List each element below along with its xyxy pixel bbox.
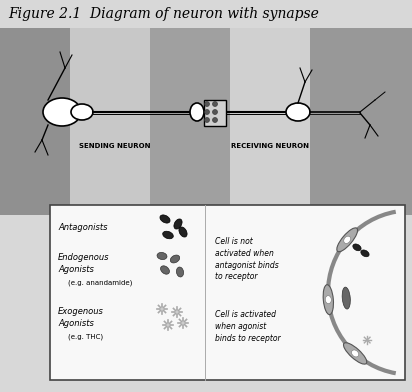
Text: Agonists: Agonists (58, 265, 94, 274)
Ellipse shape (337, 228, 358, 252)
Ellipse shape (163, 231, 173, 239)
Ellipse shape (353, 244, 361, 251)
Ellipse shape (351, 350, 359, 357)
Circle shape (166, 323, 170, 327)
Ellipse shape (286, 103, 310, 121)
Ellipse shape (361, 250, 369, 257)
Circle shape (175, 310, 179, 314)
Bar (230, 28, 310, 215)
Text: Agonists: Agonists (58, 319, 94, 328)
Bar (0, 28, 70, 215)
Ellipse shape (174, 219, 182, 229)
Text: Figure 2.1  Diagram of neuron with synapse: Figure 2.1 Diagram of neuron with synaps… (8, 7, 319, 21)
Ellipse shape (157, 252, 167, 260)
Circle shape (204, 118, 209, 123)
Bar (150, 28, 230, 215)
Ellipse shape (190, 103, 204, 121)
Ellipse shape (160, 215, 170, 223)
Circle shape (204, 102, 209, 107)
Ellipse shape (170, 255, 180, 263)
Text: RECEIVING NEURON: RECEIVING NEURON (231, 143, 309, 149)
Bar (310, 28, 412, 215)
Ellipse shape (344, 343, 367, 364)
Ellipse shape (325, 296, 331, 304)
Circle shape (181, 321, 185, 325)
Ellipse shape (43, 98, 81, 126)
Circle shape (213, 118, 218, 123)
Text: (e.g. anandamide): (e.g. anandamide) (68, 280, 132, 287)
Text: SENDING NEURON: SENDING NEURON (79, 143, 151, 149)
Text: Cell is activated
when agonist
binds to receptor: Cell is activated when agonist binds to … (215, 310, 281, 343)
Ellipse shape (71, 104, 93, 120)
Ellipse shape (176, 267, 184, 277)
Ellipse shape (161, 266, 169, 274)
Circle shape (213, 102, 218, 107)
Text: Exogenous: Exogenous (58, 307, 104, 316)
Ellipse shape (179, 227, 187, 237)
Bar (70, 28, 150, 215)
Text: (e.g. THC): (e.g. THC) (68, 334, 103, 341)
Text: Antagonists: Antagonists (58, 223, 108, 232)
Bar (50, 205, 405, 380)
Text: Endogenous: Endogenous (58, 252, 110, 261)
Ellipse shape (342, 287, 350, 309)
Bar (204, 100, 226, 126)
Circle shape (160, 307, 164, 311)
Ellipse shape (323, 285, 333, 315)
Circle shape (204, 109, 209, 114)
Ellipse shape (344, 236, 351, 243)
Circle shape (213, 109, 218, 114)
Text: Cell is not
activated when
antagonist binds
to receptor: Cell is not activated when antagonist bi… (215, 237, 279, 281)
